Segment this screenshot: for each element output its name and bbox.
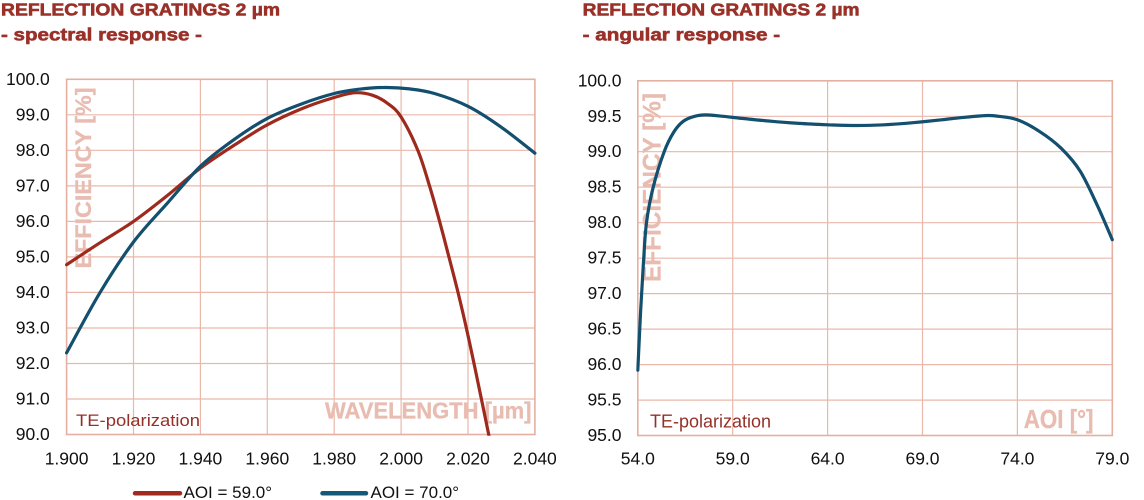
svg-text:74.0: 74.0 [1000,449,1034,469]
svg-text:97.0: 97.0 [16,175,50,195]
svg-text:98.0: 98.0 [16,140,50,160]
svg-text:79.0: 79.0 [1095,449,1129,469]
svg-text:97.0: 97.0 [587,283,621,303]
svg-text:1.920: 1.920 [112,449,156,469]
svg-text:95.0: 95.0 [587,425,621,445]
svg-text:100.0: 100.0 [6,69,50,89]
svg-text:AOI = 59.0°: AOI = 59.0° [184,483,273,500]
svg-text:99.0: 99.0 [16,104,50,124]
svg-text:94.0: 94.0 [16,282,50,302]
svg-text:59.0: 59.0 [716,449,750,469]
svg-text:1.960: 1.960 [245,449,289,469]
svg-text:91.0: 91.0 [16,389,50,409]
svg-text:64.0: 64.0 [811,449,845,469]
svg-text:95.0: 95.0 [16,246,50,266]
svg-text:92.0: 92.0 [16,353,50,373]
svg-text:TE-polarization: TE-polarization [76,411,200,430]
svg-text:EFFICIENCY [%]: EFFICIENCY [%] [71,88,96,269]
svg-text:1.940: 1.940 [179,449,223,469]
svg-text:95.5: 95.5 [587,390,621,410]
svg-text:96.5: 96.5 [587,319,621,339]
svg-text:96.0: 96.0 [587,354,621,374]
svg-text:1.980: 1.980 [312,449,356,469]
svg-text:AOI = 70.0°: AOI = 70.0° [371,483,460,500]
svg-text:- spectral response -: - spectral response - [1,25,202,45]
svg-text:REFLECTION GRATINGS 2 µm: REFLECTION GRATINGS 2 µm [1,0,280,20]
svg-text:54.0: 54.0 [621,449,655,469]
svg-text:90.0: 90.0 [16,424,50,444]
svg-text:2.040: 2.040 [513,449,557,469]
svg-text:AOI [°]: AOI [°] [1024,404,1094,434]
svg-text:WAVELENGTH [µm]: WAVELENGTH [µm] [325,398,532,424]
svg-text:2.020: 2.020 [446,449,490,469]
svg-text:97.5: 97.5 [587,248,621,268]
svg-text:96.0: 96.0 [16,211,50,231]
svg-text:1.900: 1.900 [45,449,89,469]
svg-text:- angular response -: - angular response - [583,25,781,45]
svg-text:69.0: 69.0 [905,449,939,469]
svg-text:99.5: 99.5 [587,106,621,126]
svg-text:2.000: 2.000 [379,449,423,469]
svg-text:REFLECTION GRATINGS 2 µm: REFLECTION GRATINGS 2 µm [583,0,860,20]
svg-text:99.0: 99.0 [587,141,621,161]
svg-text:TE-polarization: TE-polarization [650,412,771,432]
svg-text:93.0: 93.0 [16,318,50,338]
svg-text:98.5: 98.5 [587,177,621,197]
svg-text:100.0: 100.0 [578,70,622,90]
svg-text:98.0: 98.0 [587,212,621,232]
